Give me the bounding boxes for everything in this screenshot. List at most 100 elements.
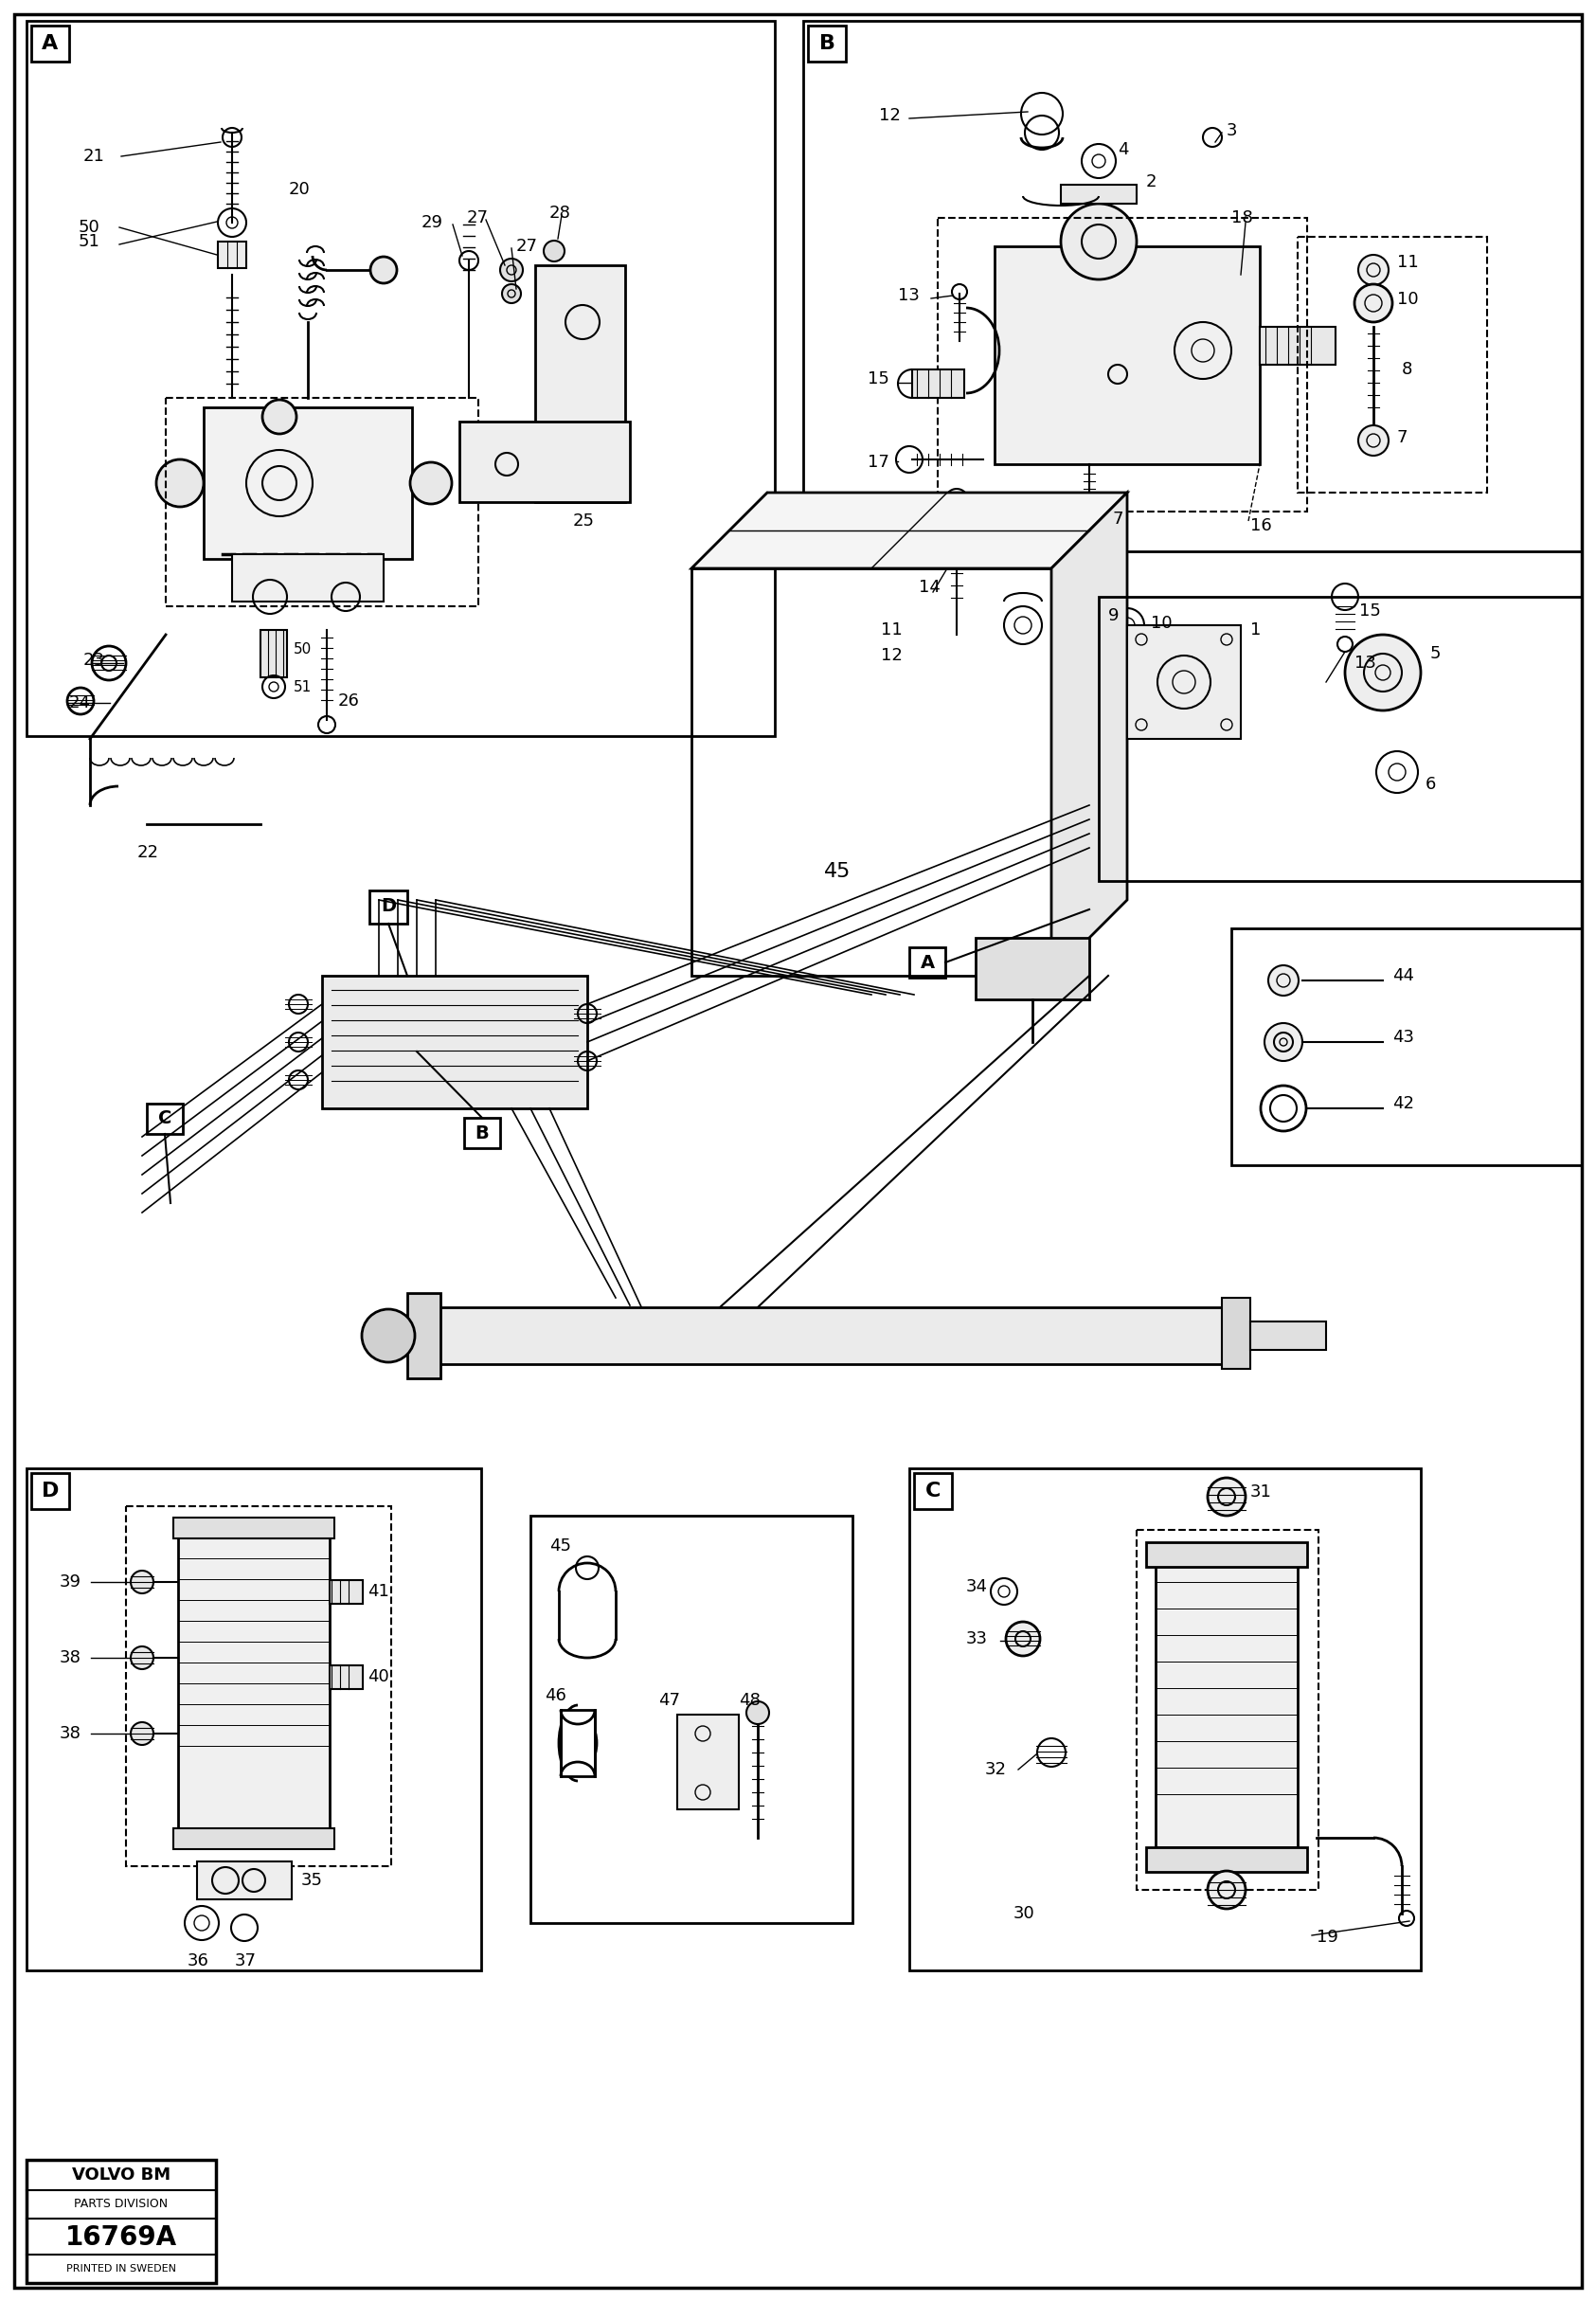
Bar bbox=[1156, 1562, 1298, 1848]
Text: 50: 50 bbox=[294, 642, 311, 656]
Bar bbox=[32, 1473, 69, 1509]
Bar bbox=[691, 568, 1052, 976]
Circle shape bbox=[1005, 1622, 1041, 1657]
Text: 20: 20 bbox=[289, 182, 311, 198]
Text: A: A bbox=[921, 953, 934, 971]
Circle shape bbox=[1076, 601, 1103, 626]
Text: 30: 30 bbox=[1013, 1905, 1036, 1921]
Text: 27: 27 bbox=[516, 237, 538, 255]
Circle shape bbox=[503, 285, 520, 304]
Bar bbox=[322, 976, 587, 1109]
Circle shape bbox=[1345, 635, 1420, 711]
Text: 51: 51 bbox=[78, 232, 101, 251]
Text: 21: 21 bbox=[83, 147, 105, 166]
Text: 15: 15 bbox=[1360, 603, 1381, 619]
Bar bbox=[204, 407, 412, 559]
Text: 17: 17 bbox=[868, 453, 889, 472]
Text: 22: 22 bbox=[137, 844, 160, 861]
Circle shape bbox=[747, 1700, 769, 1723]
Circle shape bbox=[1061, 205, 1136, 278]
Bar bbox=[803, 21, 1582, 552]
Text: 7: 7 bbox=[1396, 428, 1408, 446]
Bar bbox=[994, 246, 1259, 465]
Circle shape bbox=[1358, 255, 1389, 285]
Text: A: A bbox=[41, 35, 59, 53]
Text: 1: 1 bbox=[1250, 621, 1261, 637]
Bar bbox=[677, 1714, 739, 1809]
Bar bbox=[436, 1307, 1223, 1364]
Bar bbox=[1146, 1848, 1307, 1873]
Bar bbox=[179, 1535, 330, 1829]
Text: 16769A: 16769A bbox=[65, 2225, 177, 2250]
Text: 15: 15 bbox=[868, 370, 889, 387]
Bar bbox=[27, 21, 774, 736]
Text: 11: 11 bbox=[1396, 253, 1419, 272]
Bar bbox=[1136, 1530, 1318, 1889]
Text: C: C bbox=[158, 1109, 172, 1127]
Text: 38: 38 bbox=[59, 1650, 81, 1666]
Bar bbox=[938, 219, 1307, 511]
Bar bbox=[1259, 327, 1336, 366]
Text: 6: 6 bbox=[1425, 775, 1436, 794]
Circle shape bbox=[1264, 1024, 1302, 1061]
Text: 27: 27 bbox=[468, 209, 488, 225]
Text: 13: 13 bbox=[1355, 653, 1376, 672]
Text: 37: 37 bbox=[235, 1951, 257, 1970]
Text: 10: 10 bbox=[1396, 290, 1419, 308]
Text: 32: 32 bbox=[985, 1760, 1007, 1779]
Text: 16: 16 bbox=[1250, 518, 1272, 534]
Circle shape bbox=[544, 242, 565, 262]
Bar bbox=[913, 370, 964, 398]
Bar bbox=[560, 1710, 595, 1776]
Bar bbox=[1298, 237, 1487, 492]
Bar bbox=[369, 890, 407, 923]
Text: 24: 24 bbox=[69, 695, 91, 711]
Polygon shape bbox=[1052, 492, 1127, 976]
Bar bbox=[530, 1516, 852, 1924]
Circle shape bbox=[131, 1721, 153, 1744]
Text: 44: 44 bbox=[1392, 966, 1414, 985]
Text: 36: 36 bbox=[188, 1951, 209, 1970]
Text: 7: 7 bbox=[1112, 511, 1124, 527]
Text: 51: 51 bbox=[294, 681, 311, 695]
Text: 43: 43 bbox=[1392, 1029, 1414, 1047]
Bar bbox=[27, 1468, 480, 1970]
Bar bbox=[27, 2161, 215, 2283]
Text: 13: 13 bbox=[899, 288, 919, 304]
Bar bbox=[217, 242, 246, 269]
Bar bbox=[231, 555, 383, 601]
Text: 33: 33 bbox=[966, 1631, 988, 1648]
Text: 46: 46 bbox=[544, 1687, 567, 1705]
Text: 38: 38 bbox=[59, 1726, 81, 1742]
Circle shape bbox=[131, 1572, 153, 1592]
Text: 41: 41 bbox=[367, 1583, 389, 1599]
Circle shape bbox=[131, 1648, 153, 1668]
Text: 26: 26 bbox=[338, 693, 359, 709]
Text: PARTS DIVISION: PARTS DIVISION bbox=[75, 2197, 168, 2211]
Circle shape bbox=[1355, 285, 1392, 322]
Circle shape bbox=[156, 460, 204, 506]
Bar bbox=[1146, 1542, 1307, 1567]
Text: 3: 3 bbox=[1227, 122, 1237, 140]
Bar bbox=[196, 1862, 292, 1898]
Text: 2: 2 bbox=[1146, 173, 1157, 191]
Text: VOLVO BM: VOLVO BM bbox=[72, 2168, 171, 2184]
Text: 48: 48 bbox=[739, 1691, 760, 1710]
Text: 8: 8 bbox=[1401, 361, 1412, 377]
Bar bbox=[1127, 626, 1240, 739]
Bar bbox=[1061, 184, 1136, 205]
Circle shape bbox=[500, 258, 523, 281]
Bar bbox=[1223, 1298, 1250, 1369]
Polygon shape bbox=[691, 492, 1127, 568]
Text: 23: 23 bbox=[83, 651, 105, 670]
Text: B: B bbox=[819, 35, 835, 53]
Text: 25: 25 bbox=[573, 513, 595, 529]
Circle shape bbox=[410, 463, 452, 504]
Circle shape bbox=[1269, 966, 1299, 996]
Bar bbox=[330, 1581, 362, 1604]
Text: 4: 4 bbox=[1117, 140, 1128, 159]
Text: 14: 14 bbox=[919, 580, 940, 596]
Circle shape bbox=[1208, 1871, 1245, 1910]
Text: 10: 10 bbox=[1151, 614, 1171, 633]
Circle shape bbox=[362, 1309, 415, 1362]
